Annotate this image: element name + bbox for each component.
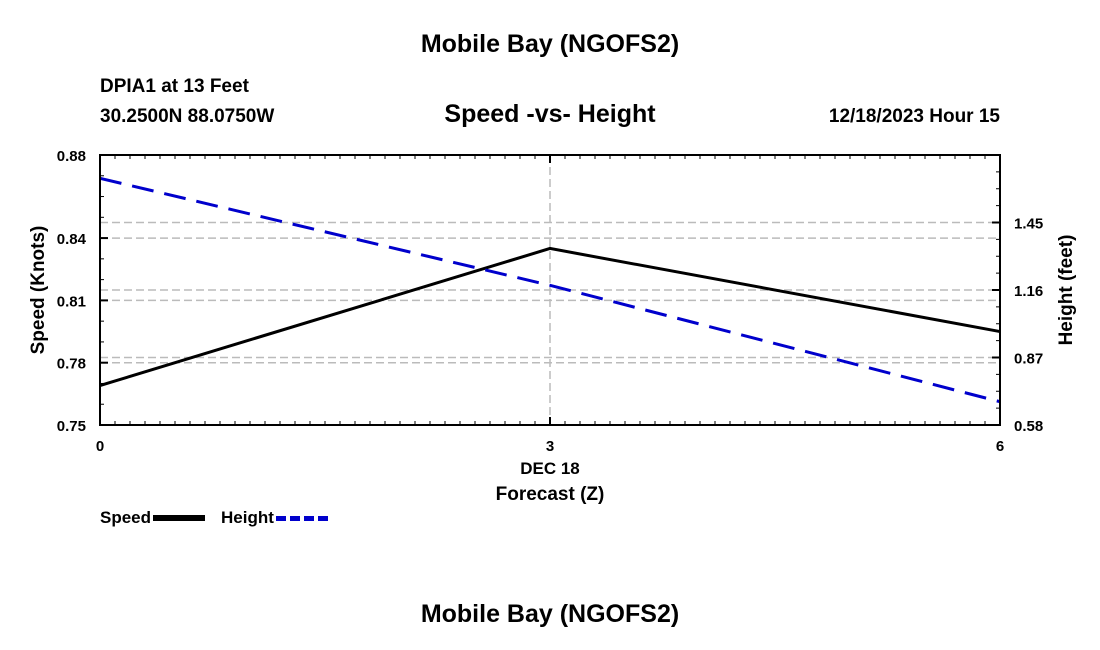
y2-axis-label: Height (feet)	[1056, 235, 1077, 346]
y2-tick-label: 0.87	[1014, 351, 1043, 368]
x-axis-label: Forecast (Z)	[496, 484, 605, 505]
speed-series-line	[99, 246, 1001, 387]
x-tick-label: 0	[96, 438, 104, 455]
legend-height-label: Height	[221, 508, 274, 527]
coordinates-label: 30.2500N 88.0750W	[100, 106, 275, 127]
y-tick-label: 0.81	[57, 293, 86, 310]
y-tick-label: 0.75	[57, 418, 86, 435]
legend-speed-label: Speed	[100, 508, 152, 527]
y-tick-label: 0.84	[57, 231, 87, 248]
forecast-datetime: 12/18/2023 Hour 15	[828, 106, 1000, 127]
chart-subtitle: Speed -vs- Height	[444, 100, 656, 128]
station-label: DPIA1 at 13 Feet	[100, 76, 249, 97]
x-tick-label: 3	[546, 438, 554, 455]
y2-tick-label: 1.16	[1014, 283, 1043, 300]
y-tick-label: 0.78	[57, 356, 86, 373]
y-tick-label: 0.88	[57, 148, 86, 165]
x-date-label: DEC 18	[520, 459, 580, 478]
y2-tick-label: 0.58	[1014, 418, 1043, 435]
legend-speed-swatch	[153, 515, 206, 521]
legend: Speed Height	[100, 508, 344, 528]
y-axis-label: Speed (Knots)	[28, 226, 49, 355]
height-series-line	[99, 176, 1001, 404]
main-title: Mobile Bay (NGOFS2)	[420, 30, 680, 58]
y2-tick-label: 1.45	[1014, 216, 1043, 233]
x-tick-label: 6	[996, 438, 1004, 455]
bottom-title: Mobile Bay (NGOFS2)	[420, 600, 680, 628]
legend-height-swatch	[275, 515, 328, 521]
